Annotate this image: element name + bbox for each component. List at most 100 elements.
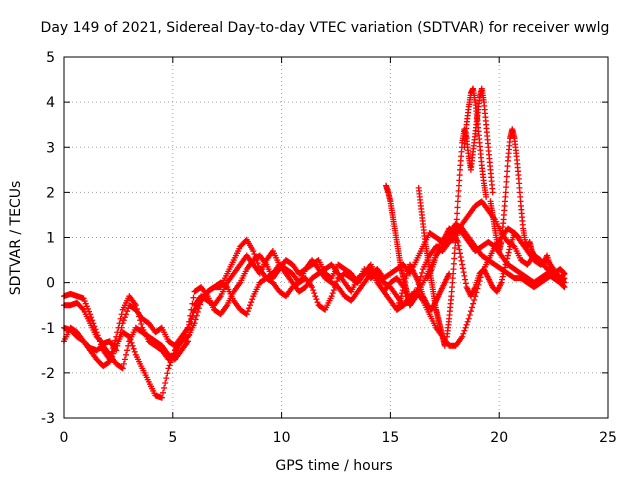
data-point-interp: [560, 269, 567, 276]
data-point-interp: [455, 242, 462, 249]
data-point: [398, 293, 405, 300]
y-tick-label: 0: [46, 276, 55, 292]
data-point-interp: [471, 296, 478, 303]
data-point-interp: [503, 258, 510, 265]
data-point: [119, 320, 126, 327]
y-tick-label: 2: [46, 185, 55, 201]
series-track-c: [61, 225, 568, 372]
x-tick-label: 25: [599, 430, 617, 446]
data-point-interp: [138, 320, 145, 327]
y-axis-label: SDTVAR / TECUs: [8, 181, 24, 296]
data-point-interp: [194, 308, 201, 315]
data-point-interp: [504, 163, 511, 170]
data-point-interp: [499, 276, 506, 283]
data-point-interp: [187, 312, 194, 319]
data-point-interp: [456, 177, 463, 184]
data-point-interp: [460, 330, 467, 337]
data-point-interp: [312, 293, 319, 300]
data-point: [454, 239, 461, 246]
x-tick-label: 20: [490, 430, 508, 446]
data-point-interp: [186, 318, 193, 325]
data-point: [561, 284, 568, 291]
data-point-interp: [457, 254, 464, 261]
data-point-interp: [124, 308, 131, 315]
data-point: [502, 189, 509, 196]
x-tick-label: 5: [168, 430, 177, 446]
data-point-interp: [456, 246, 463, 253]
data-point-interp: [455, 187, 462, 194]
data-point-interp: [401, 281, 408, 288]
data-point-interp: [124, 347, 131, 354]
series-track-k: [393, 261, 453, 313]
data-point-interp: [461, 272, 468, 279]
data-point: [113, 347, 120, 354]
data-point-interp: [123, 311, 130, 318]
data-point-interp: [125, 333, 132, 340]
chart-title: Day 149 of 2021, Sidereal Day-to-day VTE…: [41, 20, 610, 36]
data-point-interp: [166, 362, 173, 369]
data-point-interp: [503, 178, 510, 185]
data-point-interp: [125, 342, 132, 349]
data-point-interp: [458, 257, 465, 264]
data-point-interp: [467, 308, 474, 315]
y-tick-label: 3: [46, 140, 55, 156]
data-point: [119, 365, 126, 372]
data-point: [328, 293, 335, 300]
data-point-interp: [121, 356, 128, 363]
data-point-interp: [503, 184, 510, 191]
data-point-interp: [120, 317, 127, 324]
data-point-interp: [89, 317, 96, 324]
data-point-interp: [466, 311, 473, 318]
data-point-interp: [454, 210, 461, 217]
series-track-j: [424, 225, 522, 300]
data-point-interp: [459, 265, 466, 272]
data-point-interp: [162, 380, 169, 387]
data-point-interp: [462, 276, 469, 283]
data-point-interp: [313, 296, 320, 303]
data-point: [454, 198, 461, 205]
data-point-interp: [500, 270, 507, 277]
data-point-interp: [117, 329, 124, 336]
data-point: [185, 324, 192, 331]
data-point-interp: [451, 250, 458, 257]
data-point-interp: [131, 348, 138, 355]
data-point-interp: [453, 222, 460, 229]
data-point-interp: [504, 255, 511, 262]
data-point-interp: [329, 290, 336, 297]
data-point-interp: [504, 252, 511, 259]
y-tick-label: 1: [46, 231, 55, 247]
data-point-interp: [244, 308, 251, 315]
plot-frame: [63, 56, 609, 419]
data-point-interp: [164, 370, 171, 377]
data-point-interp: [120, 360, 127, 367]
data-point-interp: [462, 324, 469, 331]
data-point-interp: [455, 193, 462, 200]
data-point-interp: [505, 249, 512, 256]
data-point: [459, 333, 466, 340]
data-point: [411, 288, 418, 295]
data-point: [483, 193, 490, 200]
data-point: [165, 365, 172, 372]
data-point: [561, 275, 568, 282]
series-track-h: [461, 85, 490, 200]
data-point: [446, 270, 453, 277]
data-point-interp: [417, 273, 424, 280]
data-point-interp: [130, 345, 137, 352]
data-point-interp: [451, 255, 458, 262]
x-tick-label: 15: [381, 430, 399, 446]
data-point-interp: [188, 306, 195, 313]
data-point-interp: [114, 342, 121, 349]
x-tick-label: 0: [60, 430, 69, 446]
data-point-interp: [560, 283, 567, 290]
data-point-interp: [499, 273, 506, 280]
data-point-interp: [251, 251, 258, 258]
data-point-interp: [112, 337, 119, 344]
data-point-interp: [115, 338, 122, 345]
data-point: [309, 284, 316, 291]
data-point-interp: [105, 359, 112, 366]
data-point-interp: [503, 173, 510, 180]
data-point-interp: [455, 182, 462, 189]
data-point-interp: [167, 359, 174, 366]
data-point-interp: [401, 278, 408, 285]
data-point-interp: [451, 245, 458, 252]
